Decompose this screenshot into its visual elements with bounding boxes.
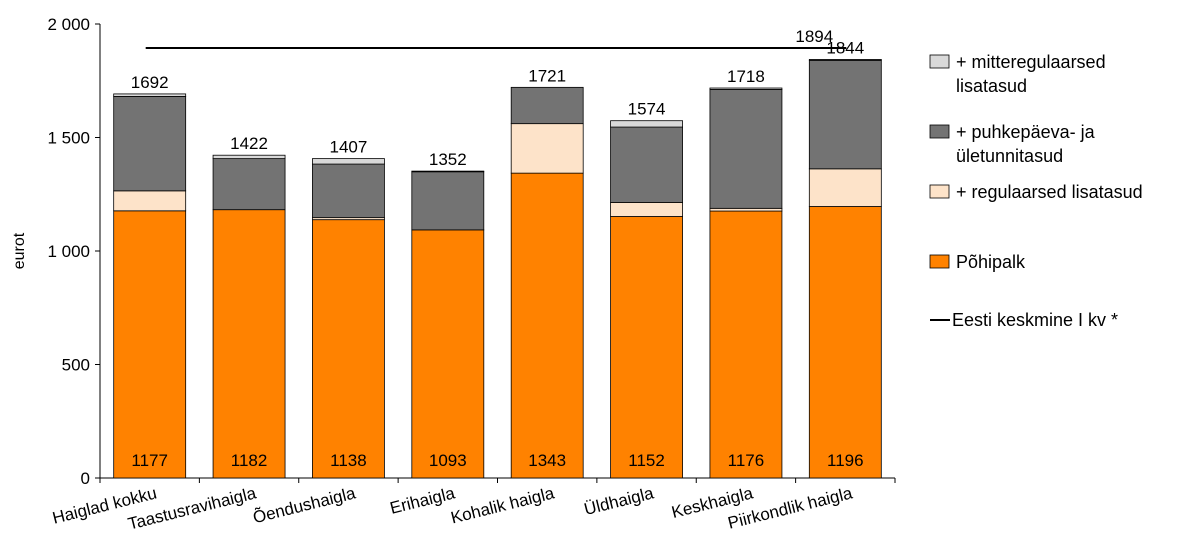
bar-segment (510, 172, 584, 479)
base-value-label: 1152 (628, 451, 665, 470)
legend-label: Põhipalk (956, 252, 1026, 272)
total-value-label: 1574 (628, 100, 666, 119)
total-value-label: 1844 (826, 38, 864, 57)
y-tick-label: 500 (62, 356, 90, 375)
bar-segment (808, 206, 882, 479)
base-value-label: 1138 (330, 451, 367, 470)
bar-segment (212, 209, 286, 479)
bar-segment (610, 120, 683, 128)
total-value-label: 1718 (727, 67, 765, 86)
bar-segment (610, 216, 683, 479)
bar-segment (312, 163, 385, 219)
base-value-label: 1182 (231, 451, 268, 470)
bar-segment (610, 202, 683, 217)
x-category-label: Õendushaigla (251, 483, 358, 527)
legend-swatch (929, 54, 950, 69)
bar-segment (411, 170, 485, 173)
bars (113, 47, 882, 479)
bar-segment (709, 87, 783, 90)
y-tick-label: 2 000 (47, 15, 90, 34)
legend-swatch (929, 124, 950, 139)
bar-segment (411, 229, 485, 479)
legend-label-line: lisatasud (956, 76, 1027, 96)
bar-segment (709, 210, 783, 479)
legend-label-line: + puhkepäeva- ja (956, 122, 1096, 142)
x-category-label: Erihaigla (388, 483, 457, 518)
total-value-label: 1721 (528, 66, 566, 85)
total-value-label: 1407 (330, 138, 368, 157)
total-value-label: 1422 (230, 134, 268, 153)
bar-segment (709, 88, 783, 209)
bar-segment (113, 93, 187, 97)
base-value-label: 1343 (528, 451, 566, 470)
reference-line-label: 1894 (795, 27, 833, 46)
bar-segment (212, 154, 286, 160)
x-category-label: Kohalik haigla (449, 483, 557, 527)
x-category-label: Üldhaigla (582, 483, 656, 519)
y-tick-label: 0 (81, 469, 90, 488)
bar-segment (808, 59, 882, 170)
y-tick-label: 1 000 (47, 242, 90, 261)
legend-label-line: + mitteregulaarsed (956, 52, 1106, 72)
legend-swatch (929, 254, 950, 269)
legend-label-line: ületunnitasud (956, 146, 1063, 166)
y-axis-title: eurot (11, 232, 28, 269)
base-value-label: 1093 (429, 451, 467, 470)
legend-label: + mitteregulaarsed lisatasud (956, 52, 1106, 96)
total-value-label: 1692 (131, 73, 169, 92)
bar-segment (113, 190, 187, 212)
bar-segment (312, 158, 385, 165)
bar-segment (610, 126, 683, 203)
bar-segment (411, 171, 485, 231)
base-value-label: 1176 (728, 451, 765, 470)
bar-segment (510, 86, 584, 125)
y-tick-label: 1 500 (47, 129, 90, 148)
legend-label: + regulaarsed lisatasud (956, 182, 1143, 202)
bar-segment (113, 210, 187, 479)
legend-label: + puhkepäeva- ja ületunnitasud (956, 122, 1096, 166)
bar-segment (808, 168, 882, 207)
legend: + mitteregulaarsed lisatasud + puhkepäeva-… (929, 52, 1143, 330)
base-value-label: 1177 (131, 451, 168, 470)
bar-segment (709, 207, 783, 212)
legend-label: Eesti keskmine I kv * (952, 310, 1118, 330)
bar-segment (808, 59, 882, 61)
total-value-label: 1352 (429, 150, 467, 169)
bar-segment (312, 219, 385, 479)
bar-segment (212, 158, 286, 211)
bar-segment (510, 123, 584, 174)
data-labels: 1177 1692 1182 1422 1138 1407 1093 1352 1343 1721… (131, 27, 864, 470)
bar-segment (113, 96, 187, 192)
legend-swatch (929, 184, 950, 199)
base-value-label: 1196 (827, 451, 864, 470)
